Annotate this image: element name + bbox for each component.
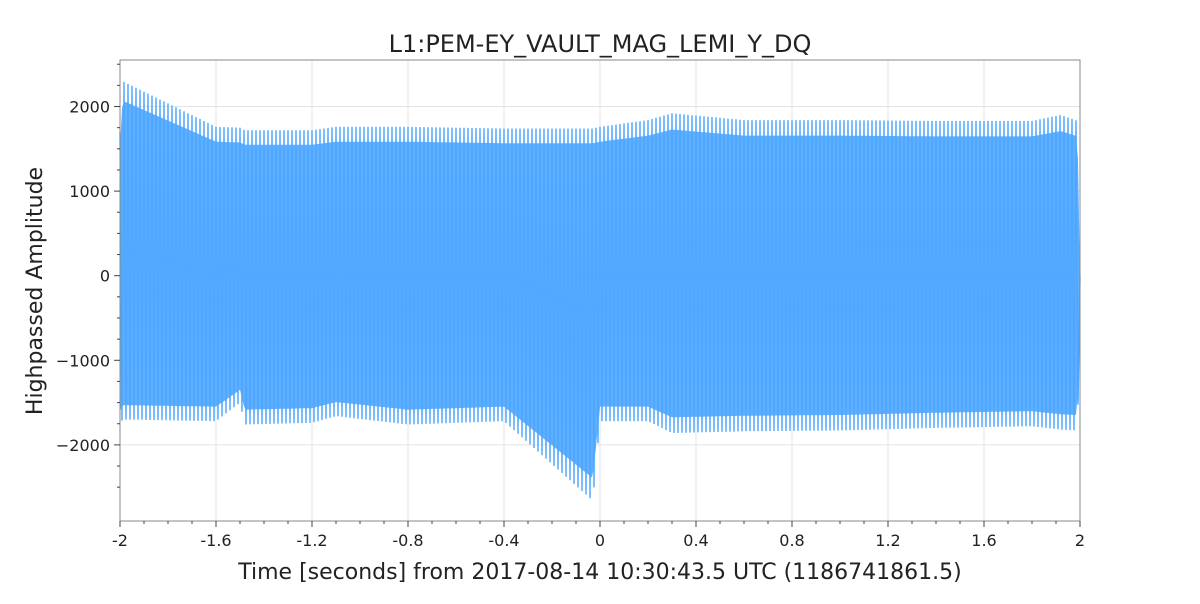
x-tick-label: -0.4 — [488, 531, 519, 550]
x-tick-label: 0 — [595, 531, 605, 550]
y-axis-label: Highpassed Amplitude — [23, 167, 48, 415]
x-tick-label: -0.8 — [392, 531, 423, 550]
y-tick-label: 1000 — [69, 182, 110, 201]
signal-series — [119, 81, 1081, 499]
y-tick-label: −1000 — [56, 351, 110, 370]
x-tick-label: 1.2 — [875, 531, 900, 550]
x-tick-label: 1.6 — [971, 531, 996, 550]
x-tick-label: 2 — [1075, 531, 1085, 550]
x-tick-label: 0.8 — [779, 531, 804, 550]
y-tick-label: 0 — [100, 267, 110, 286]
x-tick-label: 0.4 — [683, 531, 708, 550]
y-axis-ticks: 2000 1000 0 −1000 −2000 — [56, 63, 120, 488]
signal-line — [119, 81, 1081, 499]
x-axis-label: Time [seconds] from 2017-08-14 10:30:43.… — [237, 560, 961, 585]
x-axis-ticks: -2 -1.6 -1.2 -0.8 -0.4 0 0.4 0.8 1.2 1.6 2 — [112, 521, 1085, 550]
y-tick-label: −2000 — [56, 436, 110, 455]
y-tick-label: 2000 — [69, 98, 110, 117]
x-tick-label: -2 — [112, 531, 128, 550]
x-tick-label: -1.6 — [200, 531, 231, 550]
chart-title: L1:PEM-EY_VAULT_MAG_LEMI_Y_DQ — [389, 30, 812, 58]
x-tick-label: -1.2 — [296, 531, 327, 550]
